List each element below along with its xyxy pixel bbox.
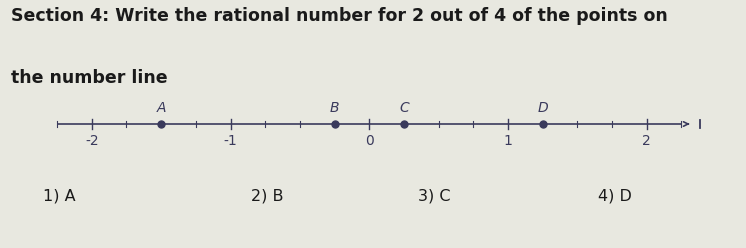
Text: -1: -1 — [224, 134, 237, 148]
Text: 4) D: 4) D — [598, 189, 632, 204]
Text: 1: 1 — [504, 134, 513, 148]
Text: 0: 0 — [365, 134, 374, 148]
Text: D: D — [537, 101, 548, 115]
Text: 1) A: 1) A — [43, 189, 76, 204]
Text: -2: -2 — [85, 134, 98, 148]
Text: B: B — [330, 101, 339, 115]
Text: the number line: the number line — [11, 69, 168, 88]
Text: C: C — [399, 101, 409, 115]
Text: Section 4: Write the rational number for 2 out of 4 of the points on: Section 4: Write the rational number for… — [11, 7, 668, 26]
Text: 2) B: 2) B — [251, 189, 283, 204]
Text: 3) C: 3) C — [418, 189, 451, 204]
Text: A: A — [157, 101, 166, 115]
Text: 2: 2 — [642, 134, 651, 148]
